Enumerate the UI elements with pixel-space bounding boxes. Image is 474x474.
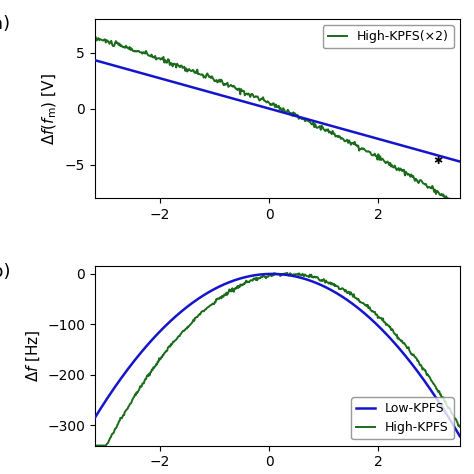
Y-axis label: $\Delta f(f_{\mathrm{m}})$ [V]: $\Delta f(f_{\mathrm{m}})$ [V] <box>41 73 59 145</box>
Y-axis label: $\Delta f$ [Hz]: $\Delta f$ [Hz] <box>24 330 42 382</box>
Text: ✱: ✱ <box>433 156 443 166</box>
Text: (a): (a) <box>0 15 10 33</box>
Text: (b): (b) <box>0 263 11 281</box>
Legend: High-KPFS(×2): High-KPFS(×2) <box>323 25 454 48</box>
Legend: Low-KPFS, High-KPFS: Low-KPFS, High-KPFS <box>351 397 454 439</box>
